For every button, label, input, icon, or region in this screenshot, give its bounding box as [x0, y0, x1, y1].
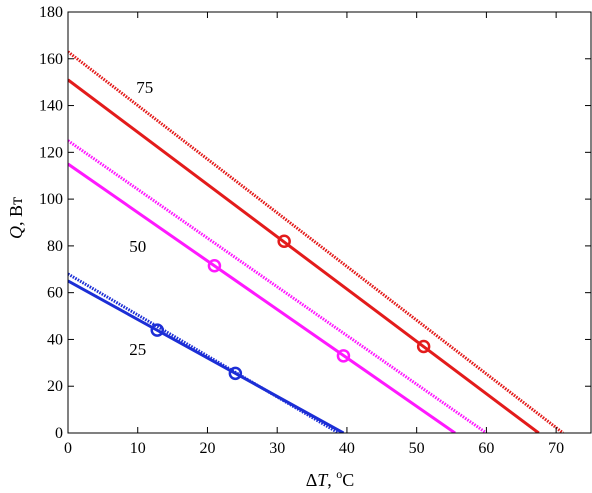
y-tick-label: 80 — [47, 238, 63, 255]
line-annotation-label: 50 — [129, 237, 146, 256]
x-tick-label: 30 — [269, 440, 285, 457]
y-axis-label-suffix: , Вт — [6, 197, 26, 226]
plot-area — [68, 50, 565, 433]
x-axis-label-suffix: , — [327, 470, 336, 490]
axes — [67, 11, 592, 434]
series-line-2 — [68, 139, 488, 433]
x-tick-label: 40 — [339, 440, 355, 457]
y-axis-label-var: Q — [6, 226, 26, 239]
x-axis-label-prefix: Δ — [306, 470, 318, 490]
x-axis-label-unit: C — [342, 470, 354, 490]
data-point-marker — [416, 339, 431, 354]
x-axis-label-sup: o — [336, 467, 342, 481]
y-tick-label: 100 — [39, 191, 63, 208]
tick-labels: 0 10 20 30 40 50 60 70 0 20 40 60 80 100 120 140 160 180 — [39, 4, 564, 457]
x-tick-label: 50 — [409, 440, 425, 457]
y-tick-label: 0 — [55, 425, 63, 442]
series-line-3 — [68, 162, 456, 433]
data-point-marker — [150, 323, 165, 337]
y-tick-label: 40 — [47, 331, 63, 348]
data-point-marker — [207, 259, 222, 273]
x-tick-label: 70 — [548, 440, 564, 457]
y-tick-label: 180 — [39, 4, 63, 21]
series-line-1 — [68, 78, 540, 433]
x-tick-label: 20 — [199, 440, 215, 457]
line-annotations: 75 50 25 — [129, 78, 153, 359]
y-tick-label: 160 — [39, 51, 63, 68]
y-axis-label: Q, Вт — [6, 197, 26, 239]
y-tick-label: 20 — [47, 378, 63, 395]
y-tick-label: 140 — [39, 98, 63, 115]
x-tick-label: 10 — [130, 440, 146, 457]
line-annotation-label: 25 — [129, 340, 146, 359]
line-annotation-label: 75 — [136, 78, 153, 97]
series-line-5 — [68, 279, 345, 433]
data-point-marker — [336, 349, 351, 363]
y-tick-label: 60 — [47, 285, 63, 302]
x-axis-label-var: T — [317, 470, 329, 490]
x-tick-label: 0 — [64, 440, 72, 457]
plot-frame — [67, 11, 592, 434]
x-axis-label: ΔT, oC — [306, 467, 355, 490]
x-tick-label: 60 — [478, 440, 494, 457]
data-point-marker — [228, 366, 243, 381]
data-point-marker — [277, 234, 291, 248]
y-tick-label: 120 — [39, 144, 63, 161]
series-line-0 — [68, 50, 565, 433]
